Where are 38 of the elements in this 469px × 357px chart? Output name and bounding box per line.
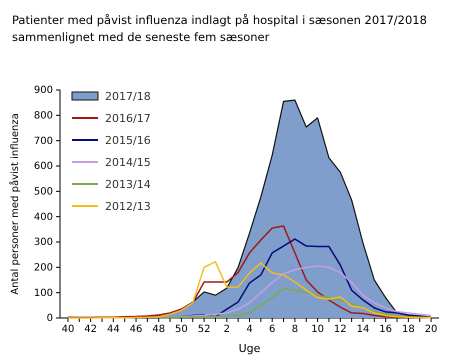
x-tick-label: 50	[175, 324, 188, 336]
x-tick-label: 6	[269, 324, 276, 336]
x-tick-label: 46	[130, 324, 142, 336]
x-tick-label: 16	[379, 324, 392, 336]
y-tick-label: 600	[34, 161, 53, 172]
x-tick-label: 14	[356, 324, 370, 336]
legend-label: 2012/13	[105, 200, 151, 213]
x-tick-label: 40	[62, 324, 74, 336]
y-axis-title: Antal personer med påvist influenza	[9, 113, 21, 295]
y-tick-label: 100	[34, 288, 53, 299]
x-tick-label: 2	[224, 324, 230, 336]
line-series	[158, 287, 432, 318]
y-tick-label: 300	[34, 237, 53, 248]
y-tick-label: 900	[34, 85, 53, 96]
legend-label: 2015/16	[105, 134, 151, 147]
x-axis-title: Uge	[238, 342, 261, 355]
y-tick-label: 800	[34, 110, 53, 122]
x-tick-label: 44	[106, 324, 120, 336]
y-tick-label: 0	[46, 313, 53, 324]
x-tick-label: 18	[402, 324, 415, 336]
y-tick-label: 400	[34, 212, 53, 223]
legend-label: 2014/15	[105, 156, 151, 169]
legend-label: 2013/14	[105, 178, 151, 191]
y-tick-label: 200	[34, 262, 53, 274]
x-tick-label: 48	[152, 324, 166, 336]
legend-label: 2016/17	[105, 112, 151, 125]
y-tick-label: 500	[34, 186, 53, 198]
x-tick-label: 12	[334, 324, 347, 336]
x-tick-label: 4	[246, 324, 253, 336]
line-series	[67, 261, 432, 319]
x-tick-label: 10	[311, 324, 324, 336]
chart-title: Patienter med påvist influenza indlagt på hospital i sæsonen 2017/2018 sammenlignet med de seneste fem sæsoner	[12, 13, 427, 44]
x-tick-label: 20	[424, 324, 438, 336]
legend-label: 2017/18	[105, 90, 151, 103]
y-tick-label: 700	[34, 136, 53, 147]
x-tick-label: 8	[292, 324, 298, 336]
x-tick-label: 52	[198, 324, 210, 336]
x-tick-label: 42	[84, 324, 98, 336]
